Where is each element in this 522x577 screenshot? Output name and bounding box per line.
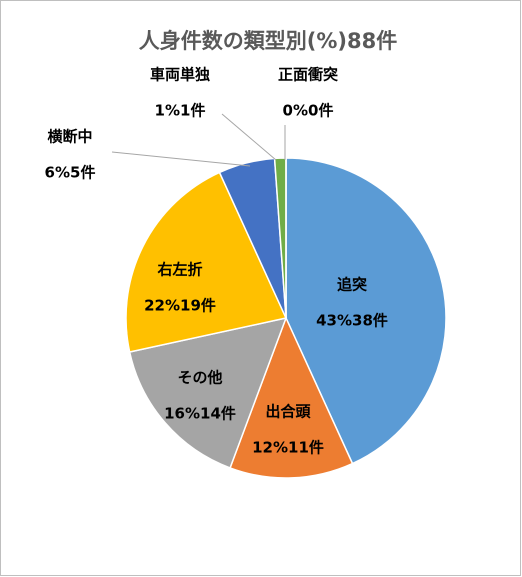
slice-category-label: 正面衝突 (278, 66, 338, 84)
leader-line (221, 113, 277, 161)
pie-slice (128, 316, 288, 469)
pie-slice (125, 171, 288, 353)
slice-category-label: 右左折 (157, 261, 202, 279)
slice-value-label: 12%11件 (252, 439, 324, 457)
slice-value-label: 1%1件 (155, 102, 206, 120)
slice-category-label: その他 (177, 369, 222, 387)
slice-category-label: 横断中 (47, 128, 92, 146)
slice-category-label: 出合頭 (265, 403, 311, 421)
slice-value-label: 16%14件 (164, 405, 236, 423)
slice-category-label: 車両単独 (150, 66, 210, 84)
pie-slice (229, 316, 354, 479)
slice-category-label: 追突 (337, 276, 367, 294)
pie-slice (285, 157, 447, 465)
slice-value-label: 0%0件 (283, 102, 334, 120)
leader-line (111, 151, 251, 167)
chart-title: 人身件数の類型別(%)88件 (139, 29, 397, 53)
slice-value-label: 6%5件 (45, 164, 96, 182)
slice-value-label: 22%19件 (144, 297, 216, 315)
slice-value-label: 43%38件 (316, 312, 388, 330)
